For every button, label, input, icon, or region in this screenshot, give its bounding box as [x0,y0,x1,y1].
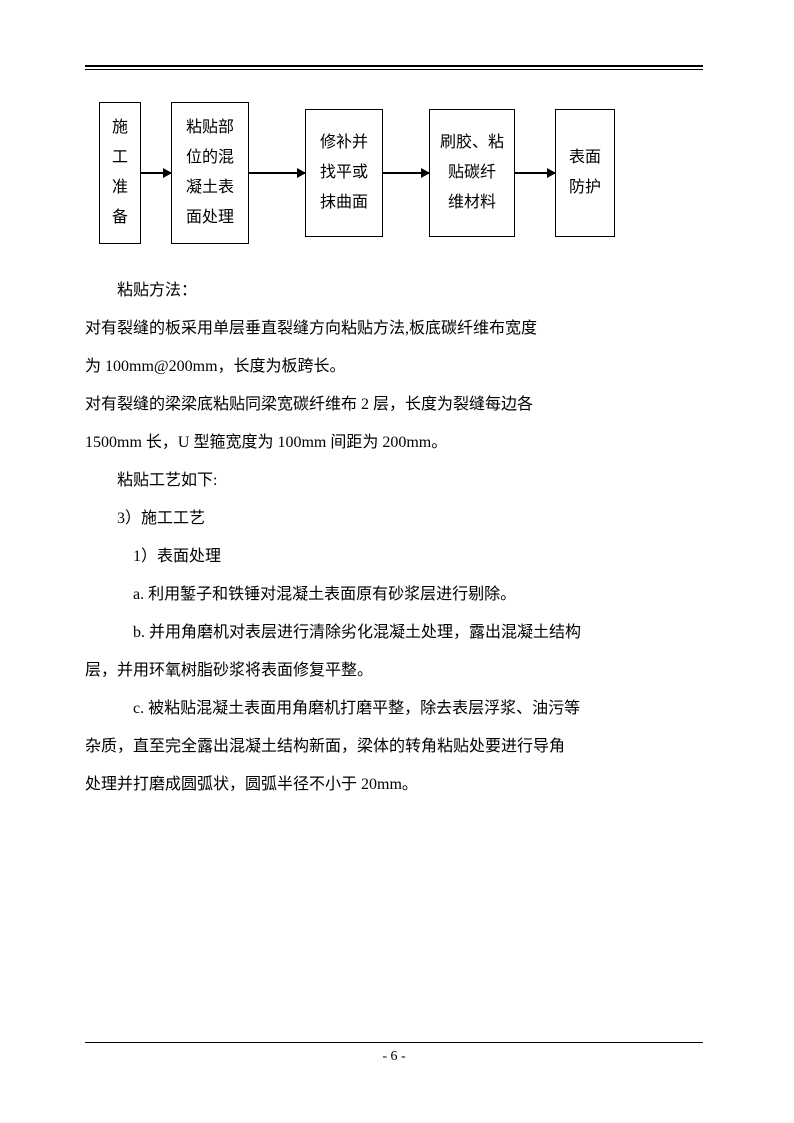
para: 对有裂缝的板采用单层垂直裂缝方向粘贴方法,板底碳纤维布宽度 [85,310,703,348]
para: c. 被粘贴混凝土表面用角磨机打磨平整，除去表层浮浆、油污等 [85,690,703,728]
flow-box-3-text: 修补并 找平或 抹曲面 [314,128,374,218]
footer: - 6 - [85,1042,703,1065]
para: a. 利用錾子和铁锤对混凝土表面原有砂浆层进行剔除。 [85,576,703,614]
header-double-rule [85,65,703,70]
flow-arrow-2 [249,172,305,174]
para: 1500mm 长，U 型箍宽度为 100mm 间距为 200mm。 [85,424,703,462]
flow-box-1: 施 工 准 备 [99,102,141,244]
flowchart: 施 工 准 备 粘贴部 位的混 凝土表 面处理 修补并 找平或 抹曲面 刷胶、粘… [99,102,703,244]
flow-arrow-1 [141,172,171,174]
flow-box-2-text: 粘贴部 位的混 凝土表 面处理 [180,113,240,233]
page-number: - 6 - [85,1049,703,1065]
body-text: 粘贴方法： 对有裂缝的板采用单层垂直裂缝方向粘贴方法,板底碳纤维布宽度 为 10… [85,272,703,804]
flow-arrow-4 [515,172,555,174]
flow-box-4-text: 刷胶、粘 贴碳纤 维材料 [438,128,506,218]
flow-box-3: 修补并 找平或 抹曲面 [305,109,383,237]
flow-box-5-text: 表面 防护 [564,143,606,203]
para: 粘贴工艺如下: [85,462,703,500]
para: 为 100mm@200mm，长度为板跨长。 [85,348,703,386]
flow-arrow-3 [383,172,429,174]
flow-box-5: 表面 防护 [555,109,615,237]
para: 杂质，直至完全露出混凝土结构新面，梁体的转角粘贴处要进行导角 [85,728,703,766]
flow-box-1-text: 施 工 准 备 [108,113,132,233]
flow-box-2: 粘贴部 位的混 凝土表 面处理 [171,102,249,244]
para: 粘贴方法： [85,272,703,310]
para: 1）表面处理 [85,538,703,576]
para: 层，并用环氧树脂砂浆将表面修复平整。 [85,652,703,690]
para: b. 并用角磨机对表层进行清除劣化混凝土处理，露出混凝土结构 [85,614,703,652]
para: 对有裂缝的梁梁底粘贴同梁宽碳纤维布 2 层，长度为裂缝每边各 [85,386,703,424]
flow-box-4: 刷胶、粘 贴碳纤 维材料 [429,109,515,237]
footer-rule [85,1042,703,1043]
para: 3）施工工艺 [85,500,703,538]
para: 处理并打磨成圆弧状，圆弧半径不小于 20mm。 [85,766,703,804]
